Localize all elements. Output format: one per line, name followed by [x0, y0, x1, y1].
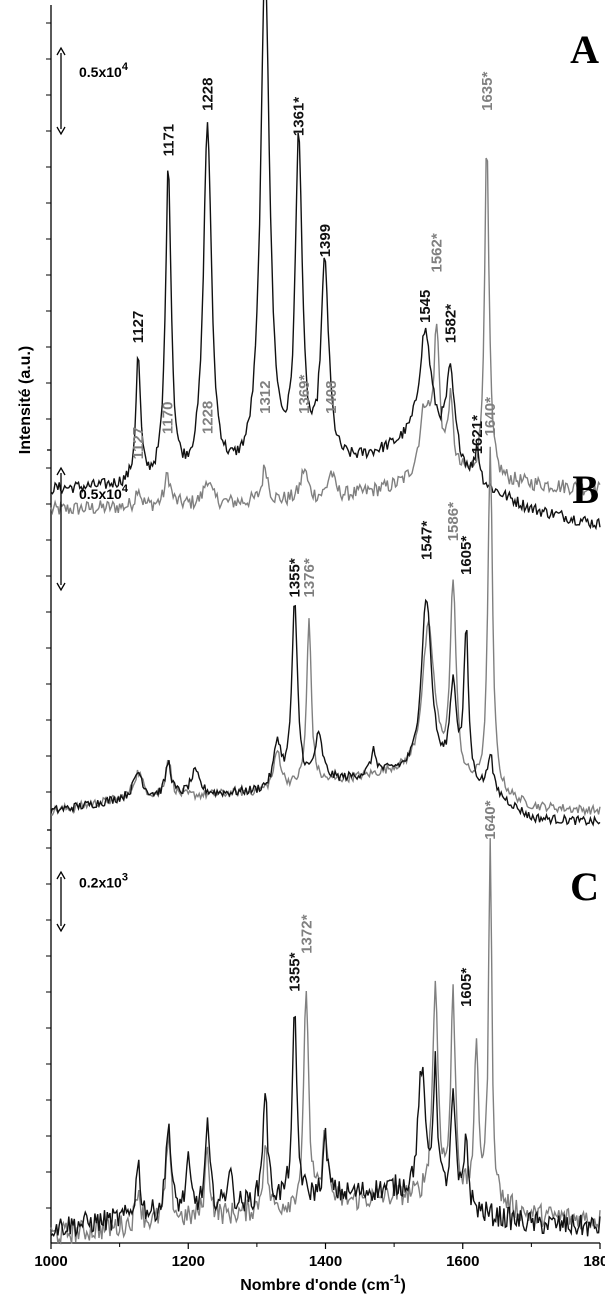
peak-label: 1582* — [442, 304, 459, 343]
scale-arrow-down — [56, 923, 66, 933]
peak-label: 1545 — [417, 290, 434, 323]
peak-label: 1355* — [287, 952, 304, 991]
x-axis: 1000 1200 1400 1600 1800 — [34, 1243, 605, 1270]
scale-arrow-up — [56, 466, 66, 476]
peak-label: 1372* — [298, 914, 315, 953]
scale-arrow-up — [56, 870, 66, 880]
panel-b: 1355* 1547* 1605* 1376* 1586* 1640* B 0.5x104 — [50, 397, 601, 827]
peak-label: 1369* — [296, 375, 313, 414]
peak-label: 1640* — [482, 800, 499, 839]
spectrum-gray-a — [50, 157, 601, 516]
peak-label: 1547* — [418, 521, 435, 560]
peak-label: 1586* — [445, 502, 462, 541]
spectrum-black-a — [50, 0, 601, 531]
peak-label: 1170 — [160, 402, 177, 435]
spectrum-gray-b — [50, 446, 601, 817]
peak-label: 1171 — [160, 124, 177, 157]
peak-label: 1605* — [458, 536, 475, 575]
x-tick-label: 1400 — [309, 1253, 342, 1270]
peak-label: 1127 — [130, 427, 147, 460]
peak-label: 1399 — [317, 224, 334, 257]
peak-label: 1228 — [200, 401, 217, 434]
peak-label: 1127 — [130, 311, 147, 344]
x-tick-label: 1200 — [172, 1253, 205, 1270]
panel-letter: B — [572, 467, 599, 512]
scale-label: 0.2x103 — [79, 872, 128, 891]
x-axis-label-text: Nombre d'onde (cm — [240, 1277, 390, 1294]
panel-letter: C — [570, 864, 599, 909]
panel-a: 11271171122813121361*139915451582*1621*1… — [50, 0, 601, 531]
scale-label: 0.5x104 — [79, 61, 129, 80]
plot-frame — [46, 5, 600, 1244]
x-tick-label: 1000 — [34, 1253, 67, 1270]
y-axis-label: Intensité (a.u.) — [17, 346, 34, 454]
x-tick-label: 1600 — [446, 1253, 479, 1270]
panel-c: 1355* 1605* 1372* 1640* C 0.2x103 — [50, 800, 601, 1245]
peak-label: 1376* — [301, 558, 318, 597]
spectra-panels: 11271171122813121361*139915451582*1621*1… — [50, 0, 601, 1245]
x-tick-label: 1800 — [583, 1253, 605, 1270]
x-axis-label-superscript: -1 — [390, 1272, 401, 1286]
spectrum-gray-c — [50, 838, 601, 1245]
x-axis-label-close: ) — [400, 1277, 405, 1294]
x-axis-label: Nombre d'onde (cm-1) — [240, 1272, 406, 1294]
peak-label: 1361* — [291, 97, 308, 136]
panel-letter: A — [570, 27, 599, 72]
scale-arrow-down — [56, 126, 66, 136]
peak-label: 1640* — [482, 397, 499, 436]
scale-arrow-down — [56, 582, 66, 592]
peak-label: 1635* — [479, 72, 496, 111]
peak-label: 1355* — [287, 558, 304, 597]
spectrum-black-c — [50, 1015, 601, 1238]
peak-label: 1408 — [323, 381, 340, 414]
scale-label: 0.5x104 — [79, 483, 129, 502]
spectrum-black-b — [50, 598, 601, 827]
peak-label: 1228 — [200, 78, 217, 111]
scale-arrow-up — [56, 46, 66, 56]
peak-label: 1562* — [429, 233, 446, 272]
peak-label: 1621* — [469, 415, 486, 454]
peak-label: 1605* — [458, 968, 475, 1007]
peak-label: 1312 — [257, 381, 274, 414]
